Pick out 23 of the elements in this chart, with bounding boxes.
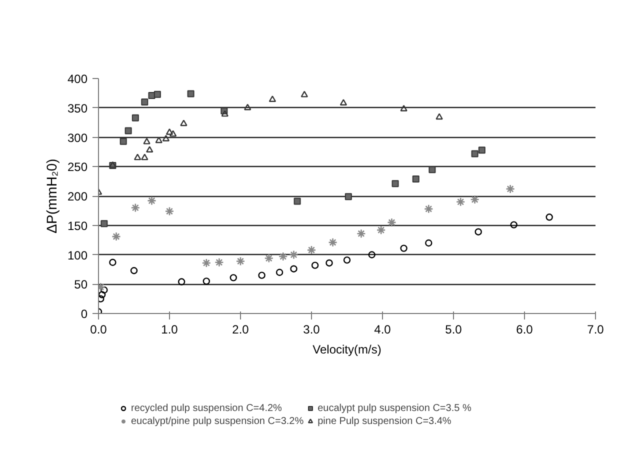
x-tick-label: 0.0 xyxy=(90,322,108,336)
y-tick-label: 0 xyxy=(80,307,88,321)
x-tick-label: 2.0 xyxy=(232,322,250,336)
legend-label: recycled pulp suspension C=4.2% xyxy=(131,402,282,414)
x-tick-label: 6.0 xyxy=(516,322,534,336)
x-tick-label: 1.0 xyxy=(161,322,178,336)
x-tick-label: 4.0 xyxy=(374,322,392,336)
x-tick-label: 5.0 xyxy=(445,322,462,336)
x-tick-label: 3.0 xyxy=(303,322,320,336)
y-axis-title: ΔP(mmH₂0) xyxy=(43,158,60,234)
y-tick-label: 150 xyxy=(67,218,88,233)
legend-label: pine Pulp suspension C=3.4% xyxy=(318,415,452,427)
y-tick-label: 100 xyxy=(67,248,88,262)
legend-label: eucalypt pulp suspension C=3.5 % xyxy=(318,402,472,414)
y-tick-label: 250 xyxy=(67,160,88,174)
legend-label: eucalypt/pine pulp suspension C=3.2% xyxy=(131,415,304,427)
x-tick-label: 7.0 xyxy=(587,322,604,336)
x-axis-title: Velocity(m/s) xyxy=(312,342,382,356)
y-tick-label: 350 xyxy=(67,101,88,116)
y-tick-label: 400 xyxy=(67,72,88,86)
y-tick-label: 50 xyxy=(74,278,88,292)
y-tick-label: 300 xyxy=(67,130,88,145)
y-tick-label: 200 xyxy=(67,190,88,204)
